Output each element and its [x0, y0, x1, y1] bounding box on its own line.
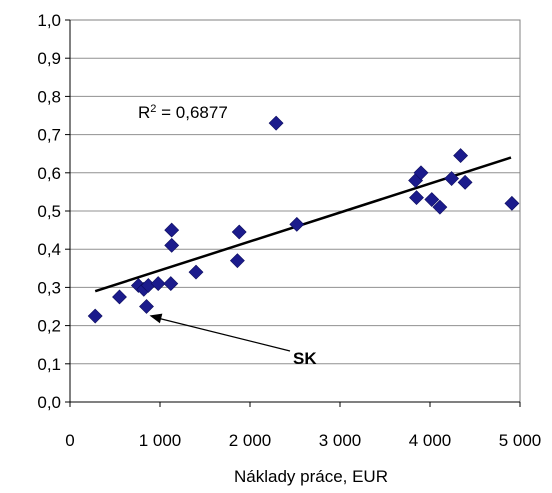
data-point [164, 237, 180, 253]
data-point [432, 199, 448, 215]
y-tick-labels: 0,0 0,1 0,2 0,3 0,4 0,5 0,6 0,7 0,8 0,9 1,0 [37, 11, 61, 412]
data-point [164, 222, 180, 238]
data-point [139, 299, 154, 314]
y-tick-label: 0,7 [37, 126, 61, 145]
y-tick-label: 0,8 [37, 87, 61, 106]
data-point [504, 195, 520, 211]
data-point [229, 253, 245, 269]
data-point [188, 264, 204, 280]
y-tick-label: 0,5 [37, 202, 61, 221]
y-tick-label: 0,6 [37, 164, 61, 183]
y-tick-label: 1,0 [37, 11, 61, 30]
x-tick-label: 0 [65, 431, 74, 450]
y-tick-label: 0,1 [37, 355, 61, 374]
data-point [457, 174, 473, 190]
data-point [289, 216, 305, 232]
data-point [413, 165, 429, 181]
callout-arrowhead [149, 313, 163, 324]
data-point [150, 276, 166, 292]
callout-label-sk: SK [293, 349, 317, 368]
x-tick-labels: 0 1 000 2 000 3 000 4 000 5 000 [65, 431, 541, 450]
y-tick-label: 0,2 [37, 317, 61, 336]
data-point [268, 115, 284, 131]
data-point [87, 308, 103, 324]
y-tick-label: 0,4 [37, 240, 61, 259]
x-tick-label: 1 000 [139, 431, 182, 450]
data-point [409, 190, 424, 206]
x-tick-label: 4 000 [409, 431, 452, 450]
x-tick-label: 2 000 [229, 431, 272, 450]
y-tick-label: 0,9 [37, 49, 61, 68]
data-points [87, 115, 520, 324]
x-tick-label: 3 000 [319, 431, 362, 450]
callout-arrow [159, 317, 291, 352]
data-point [453, 148, 469, 164]
axes [65, 19, 521, 407]
data-point [444, 171, 460, 186]
data-point [424, 192, 440, 207]
data-point [231, 224, 247, 240]
y-tick-label: 0,3 [37, 278, 61, 297]
x-axis-title: Náklady práce, EUR [234, 467, 388, 486]
data-point [112, 289, 127, 305]
r-squared-label: R2 = 0,6877 [138, 103, 228, 122]
y-tick-label: 0,0 [37, 393, 61, 412]
x-tick-label: 5 000 [499, 431, 542, 450]
data-point [163, 276, 179, 292]
